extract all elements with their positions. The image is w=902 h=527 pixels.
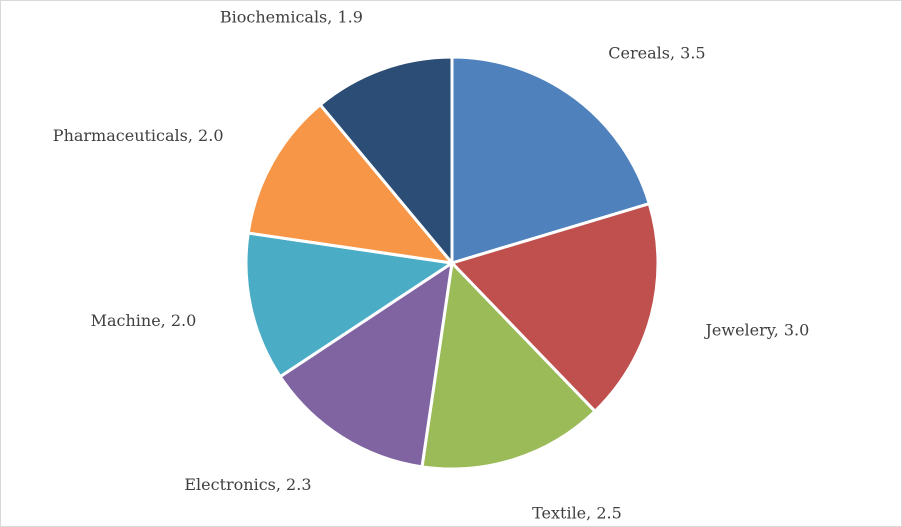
pie-slice-jewelery bbox=[450, 202, 660, 413]
pie-data-labels: Cereals, 3.5 Jewelery, 3.0 Textile, 2.5 Ele… bbox=[53, 8, 810, 523]
pie-slices bbox=[244, 55, 660, 471]
data-label-pharmaceuticals: Pharmaceuticals, 2.0 bbox=[53, 126, 224, 145]
data-label-biochemicals: Biochemicals, 1.9 bbox=[220, 8, 363, 27]
pie-slice-pharmaceuticals bbox=[246, 103, 454, 265]
pie-slice-electronics bbox=[278, 261, 454, 469]
data-label-cereals: Cereals, 3.5 bbox=[608, 44, 705, 63]
pie-slice-cereals bbox=[450, 55, 651, 265]
pie-slice-machine bbox=[244, 231, 454, 379]
data-label-textile: Textile, 2.5 bbox=[532, 504, 622, 523]
data-label-electronics: Electronics, 2.3 bbox=[184, 475, 311, 494]
pie-slice-biochemicals bbox=[318, 55, 454, 265]
data-label-machine: Machine, 2.0 bbox=[91, 311, 197, 330]
data-label-jewelery: Jewelery, 3.0 bbox=[704, 320, 810, 339]
pie-slice-textile bbox=[420, 261, 597, 471]
